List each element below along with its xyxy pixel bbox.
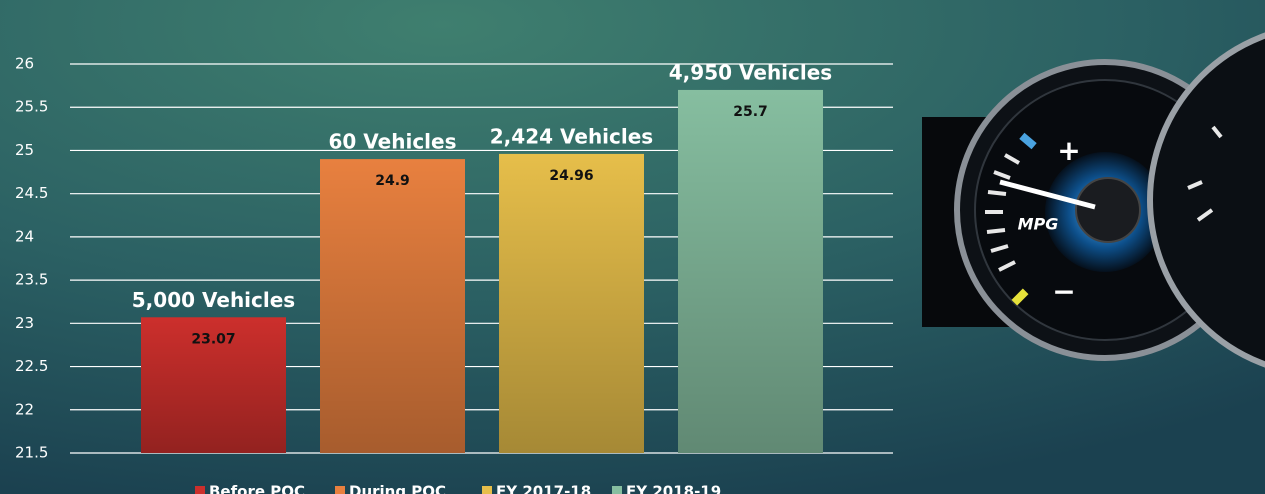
y-tick-label: 25.5 [15,98,48,116]
page: {"chart_data": {"type": "bar", "categori… [0,0,1265,494]
gauge-plus: + [1057,134,1080,167]
y-tick-label: 21.5 [15,444,48,462]
value-label: 24.96 [549,168,593,184]
annotation: 60 Vehicles [328,130,456,154]
annotation: 4,950 Vehicles [669,60,832,84]
y-tick-label: 23.5 [15,271,48,289]
y-tick-label: 24 [15,227,34,245]
legend-swatch [612,486,622,494]
slide: + − MPG 21.5 22 22.5 23 23.5 24 24.5 25 25.5 26 23… [0,0,1265,494]
legend-swatch [335,486,345,494]
legend-label: FY 2018-19 [626,483,721,494]
gauge-minus: − [1052,275,1075,308]
value-label: 24.9 [375,173,410,189]
bar-shade [678,90,823,453]
legend-swatch [195,486,205,494]
y-tick-label: 24.5 [15,184,48,202]
y-tick-label: 26 [15,55,34,73]
value-label: 23.07 [191,331,235,347]
legend-swatch [482,486,492,494]
bar-shade [320,159,465,453]
value-label: 25.7 [733,104,768,120]
y-tick-label: 25 [15,141,34,159]
y-tick-label: 22 [15,400,34,418]
gauge-label: MPG [1018,215,1059,234]
bar-shade [499,154,644,453]
y-tick-label: 23 [15,314,34,332]
legend-label: FY 2017-18 [496,483,591,494]
annotation: 2,424 Vehicles [490,124,653,148]
y-tick-label: 22.5 [15,357,48,375]
legend-label: During POC [349,483,446,494]
legend-label: Before POC [209,483,305,494]
annotation: 5,000 Vehicles [132,288,295,312]
